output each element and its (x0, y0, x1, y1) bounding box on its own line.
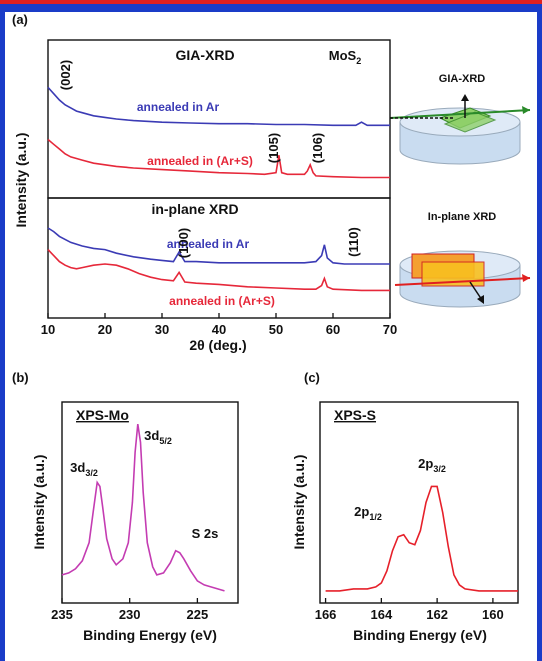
data-line (47, 138, 390, 179)
data-line (61, 423, 225, 592)
annotation: (110) (346, 227, 361, 257)
annotation-text: 2p (354, 504, 369, 519)
data-line (325, 485, 518, 592)
x-tick-label: 20 (98, 322, 112, 337)
series-label: annealed in (Ar+S) (147, 154, 253, 168)
x-tick-label: 235 (51, 607, 73, 622)
top-stripe (0, 0, 542, 4)
y-axis-label: Intensity (a.u.) (31, 455, 47, 550)
annotation-sub: 3/2 (85, 468, 98, 478)
annotation-text: 3d (144, 428, 159, 443)
panel-label: (a) (12, 12, 28, 27)
x-axis-label: 2θ (deg.) (189, 337, 246, 353)
y-axis-label: Intensity (a.u.) (13, 133, 29, 228)
annotation-sub: 2 (356, 56, 361, 66)
x-tick-label: 160 (482, 607, 504, 622)
schematic-label: In-plane XRD (428, 211, 497, 223)
annotation: 2p3/2 (418, 456, 446, 474)
annotation-text: 3d (70, 460, 85, 475)
plot-frame (319, 401, 519, 604)
panel-title: XPS-S (334, 407, 376, 423)
annotation: (002) (58, 60, 73, 90)
annotation-sub: 3/2 (433, 464, 446, 474)
panel-label: (b) (12, 370, 29, 385)
y-axis-label: Intensity (a.u.) (291, 455, 307, 550)
panel-title: XPS-Mo (76, 407, 129, 423)
panel-label: (c) (304, 370, 320, 385)
annotation: (100) (176, 228, 191, 258)
x-tick-label: 40 (212, 322, 226, 337)
data-line (47, 86, 390, 127)
annotation-sub: 5/2 (159, 436, 172, 446)
plot-frame (61, 401, 239, 604)
series-label: annealed in (Ar+S) (169, 294, 275, 308)
x-axis-label: Binding Energy (eV) (83, 627, 217, 643)
schematic-inplane: In-plane XRD (394, 211, 531, 308)
annotation: (105) (266, 133, 281, 163)
annotation-sub: 1/2 (369, 512, 382, 522)
data-line (47, 249, 390, 292)
annotation: 3d5/2 (144, 428, 172, 446)
annotation: (106) (310, 133, 325, 163)
x-tick-label: 225 (187, 607, 209, 622)
x-tick-label: 60 (326, 322, 340, 337)
annotation-text: MoS (329, 48, 357, 63)
annotation-text: 2p (418, 456, 433, 471)
panel-title: GIA-XRD (175, 47, 234, 63)
x-tick-label: 164 (371, 607, 393, 622)
x-tick-label: 230 (119, 607, 141, 622)
schematic-label: GIA-XRD (439, 73, 486, 85)
x-tick-label: 10 (41, 322, 55, 337)
annotation: 3d3/2 (70, 460, 98, 478)
series-label: annealed in Ar (167, 237, 250, 251)
annotation: MoS2 (329, 48, 361, 66)
x-tick-label: 50 (269, 322, 283, 337)
x-tick-label: 30 (155, 322, 169, 337)
panel-title: in-plane XRD (151, 201, 238, 217)
x-axis-label: Binding Energy (eV) (353, 627, 487, 643)
x-tick-label: 70 (383, 322, 397, 337)
data-line (47, 227, 390, 265)
x-tick-label: 162 (426, 607, 448, 622)
schematic-gia: GIA-XRD (389, 73, 531, 165)
x-tick-label: 166 (315, 607, 337, 622)
annotation: 2p1/2 (354, 504, 382, 522)
series-label: annealed in Ar (137, 100, 220, 114)
annotation: S 2s (192, 526, 219, 541)
